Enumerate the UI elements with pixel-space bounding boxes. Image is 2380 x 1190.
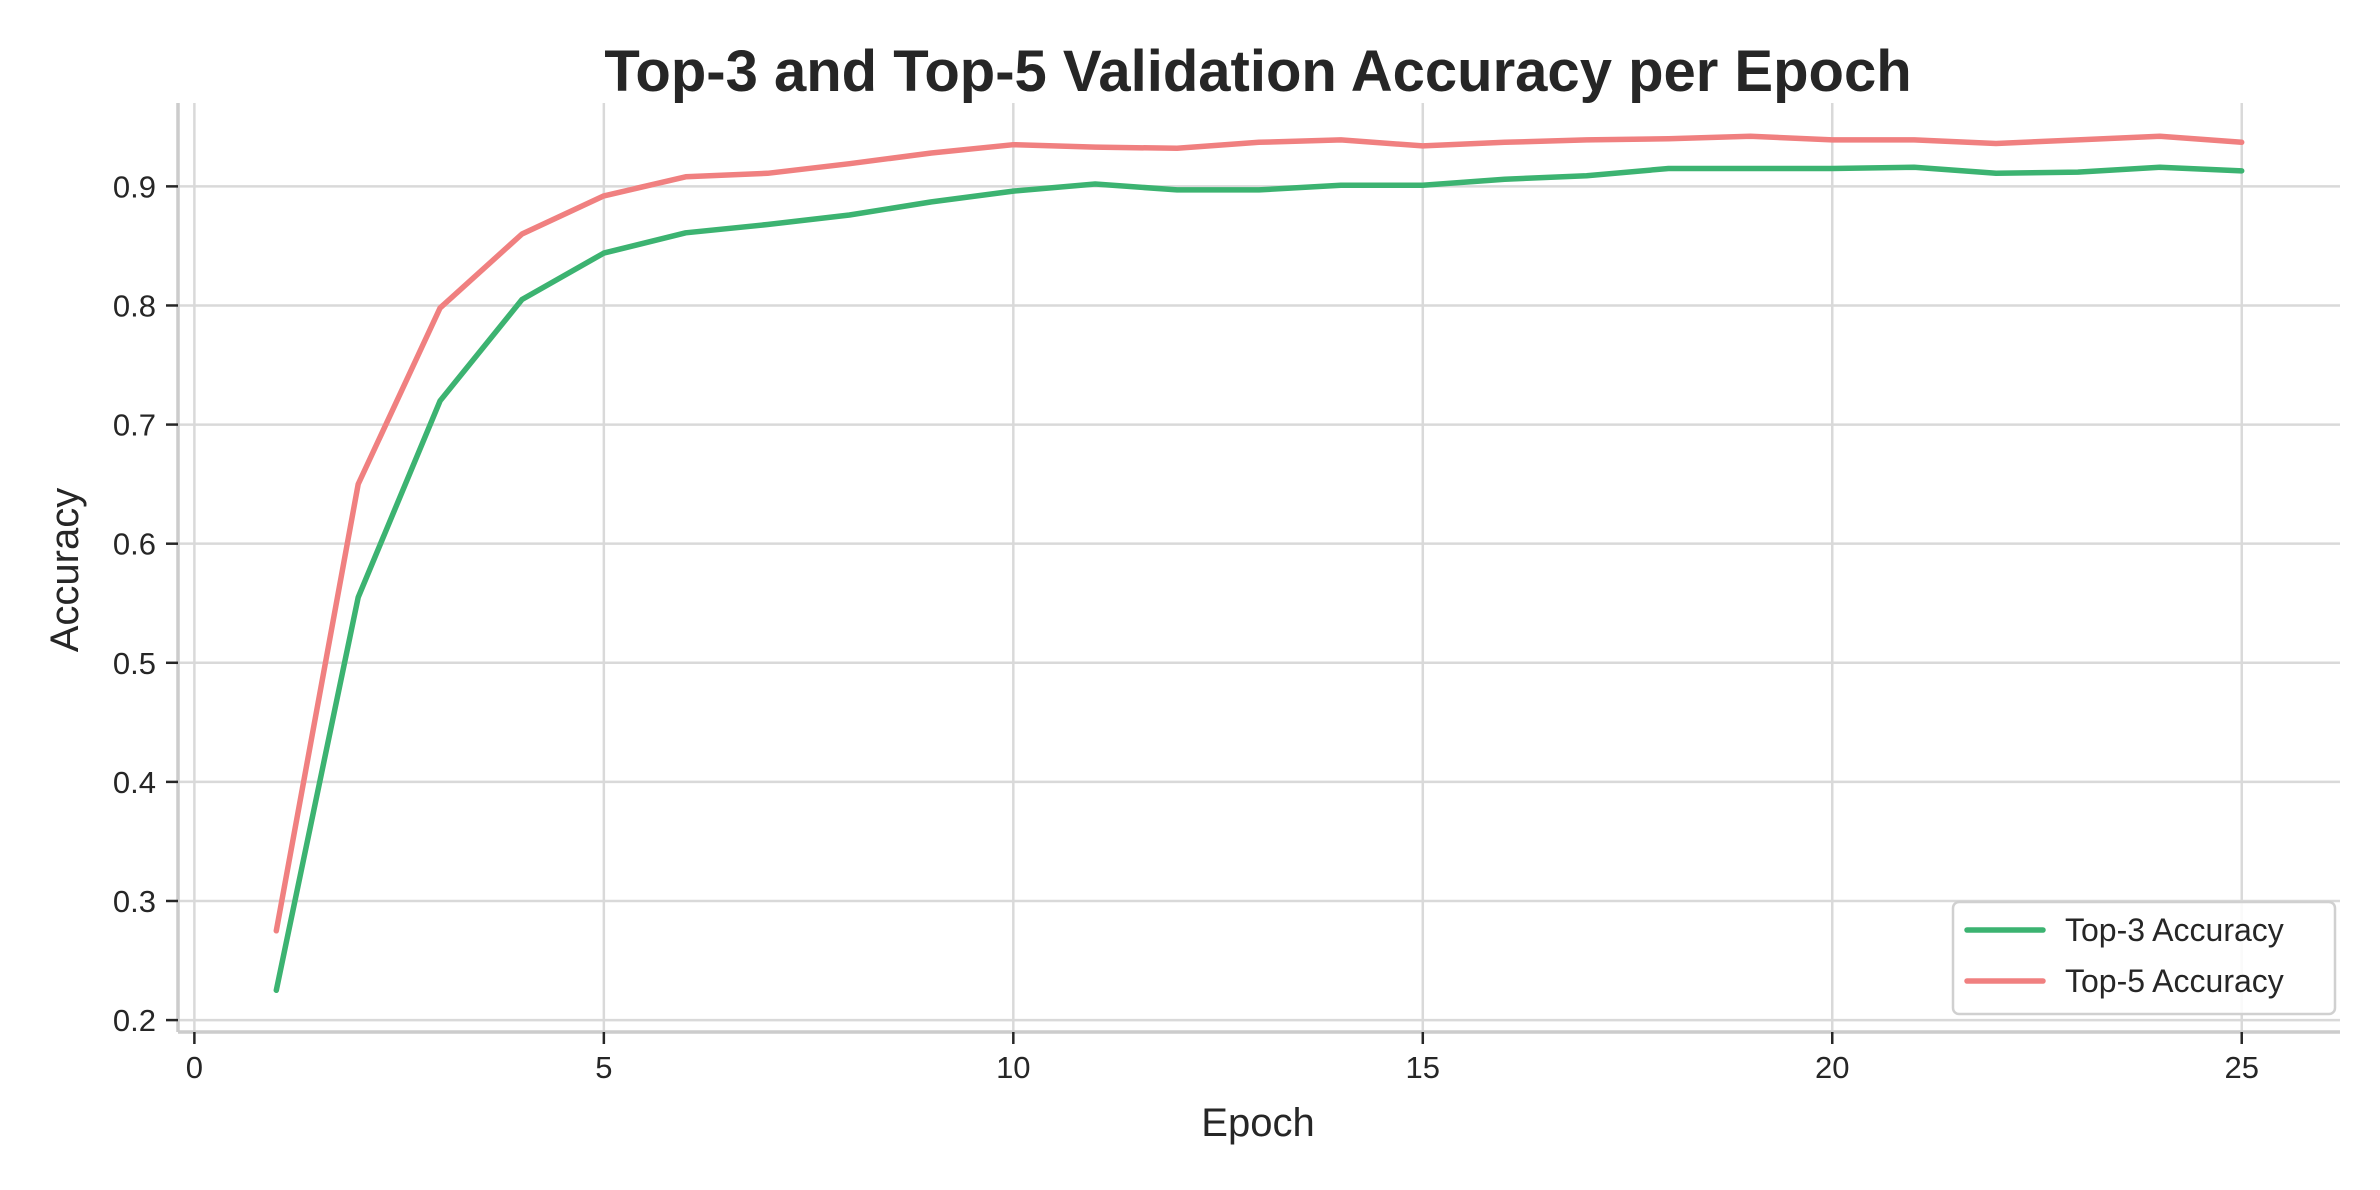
y-tick-label: 0.6	[113, 527, 156, 562]
y-tick-label: 0.2	[113, 1003, 156, 1038]
legend-label: Top-5 Accuracy	[2065, 963, 2284, 999]
series-line-top-3	[273, 164, 2245, 994]
y-axis-label: Accuracy	[43, 488, 87, 653]
x-tick-label: 0	[186, 1050, 203, 1085]
y-tick-label: 0.5	[113, 646, 156, 681]
x-tick-label: 25	[2224, 1050, 2258, 1085]
axis-spines	[176, 103, 2340, 1034]
series-lines	[273, 133, 2245, 994]
chart-title: Top-3 and Top-5 Validation Accuracy per …	[604, 39, 1911, 104]
legend-box	[1951, 900, 2337, 1016]
series-line-top-5	[273, 133, 2245, 934]
x-tick-label: 15	[1406, 1050, 1440, 1085]
x-axis-label: Epoch	[1201, 1101, 1314, 1145]
y-tick-label: 0.3	[113, 884, 156, 919]
grid-lines	[178, 103, 2340, 1032]
legend-label: Top-3 Accuracy	[2065, 912, 2284, 948]
axis-ticks: 0 5 10 15 20 25 0.2 0.3 0.4 0.5 0.6 0.7 0.8 0.9	[113, 169, 2259, 1085]
y-tick-label: 0.9	[113, 169, 156, 204]
y-tick-label: 0.4	[113, 765, 156, 800]
y-tick-label: 0.7	[113, 408, 156, 443]
y-tick-label: 0.8	[113, 288, 156, 323]
x-tick-label: 10	[996, 1050, 1030, 1085]
legend: Top-3 Accuracy Top-5 Accuracy	[1951, 900, 2337, 1016]
x-tick-label: 5	[595, 1050, 612, 1085]
x-tick-label: 20	[1815, 1050, 1849, 1085]
